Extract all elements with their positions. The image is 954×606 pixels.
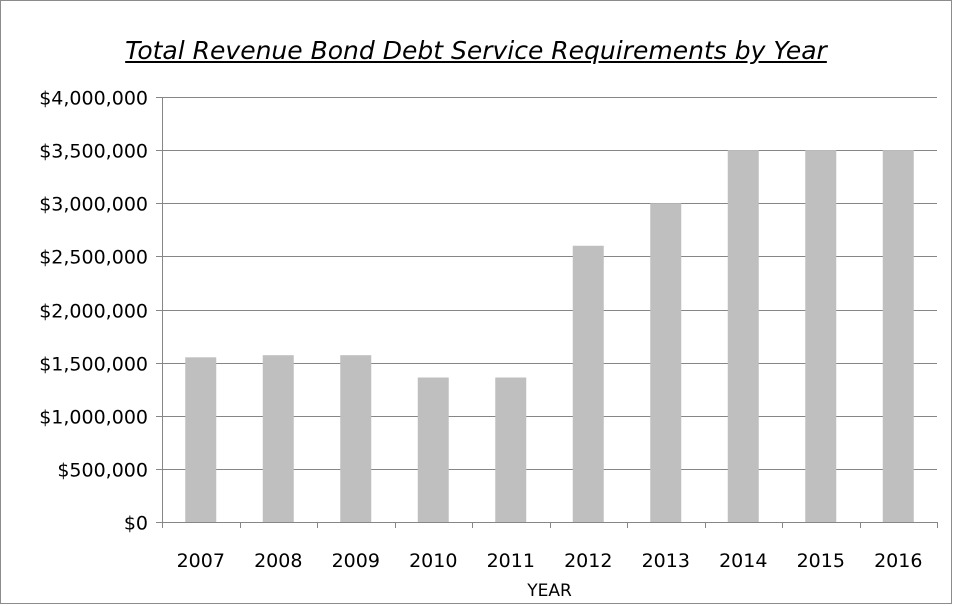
bar: [262, 355, 294, 522]
y-tick-label: $500,000: [57, 460, 148, 482]
y-tick-label: $2,500,000: [39, 247, 148, 269]
y-axis-tick-labels: $0 $500,000 $1,000,000 $1,500,000 $2,000,000…: [39, 88, 148, 535]
x-tick-label: 2007: [177, 550, 225, 572]
bar: [805, 150, 837, 522]
bar: [495, 377, 527, 522]
bar: [417, 377, 449, 522]
x-axis-title: YEAR: [526, 581, 572, 601]
x-tick-label: 2012: [564, 550, 612, 572]
y-tick-label: $2,000,000: [39, 301, 148, 323]
x-tick-label: 2008: [254, 550, 302, 572]
bar: [650, 203, 682, 522]
bar: [727, 150, 759, 522]
x-axis-tick-labels: 2007 2008 2009 2010 2011 2012 2013 2014 2015 2016: [177, 550, 923, 572]
x-tick-label: 2016: [874, 550, 922, 572]
x-tick-label: 2010: [409, 550, 457, 572]
chart-title: Total Revenue Bond Debt Service Requirem…: [125, 36, 827, 65]
x-tick-label: 2013: [642, 550, 690, 572]
bar: [882, 150, 914, 522]
bars: [185, 150, 914, 522]
bar: [340, 355, 372, 522]
x-tick-label: 2011: [487, 550, 535, 572]
axes: [156, 97, 938, 528]
x-tick-label: 2014: [719, 550, 767, 572]
y-tick-label: $0: [124, 513, 148, 535]
y-tick-label: $1,000,000: [39, 407, 148, 429]
y-tick-label: $1,500,000: [39, 354, 148, 376]
y-tick-label: $3,000,000: [39, 194, 148, 216]
bar: [572, 245, 604, 522]
y-tick-label: $3,500,000: [39, 141, 148, 163]
x-tick-label: 2015: [797, 550, 845, 572]
y-tick-label: $4,000,000: [39, 88, 148, 110]
x-tick-label: 2009: [332, 550, 380, 572]
bar: [185, 357, 217, 522]
